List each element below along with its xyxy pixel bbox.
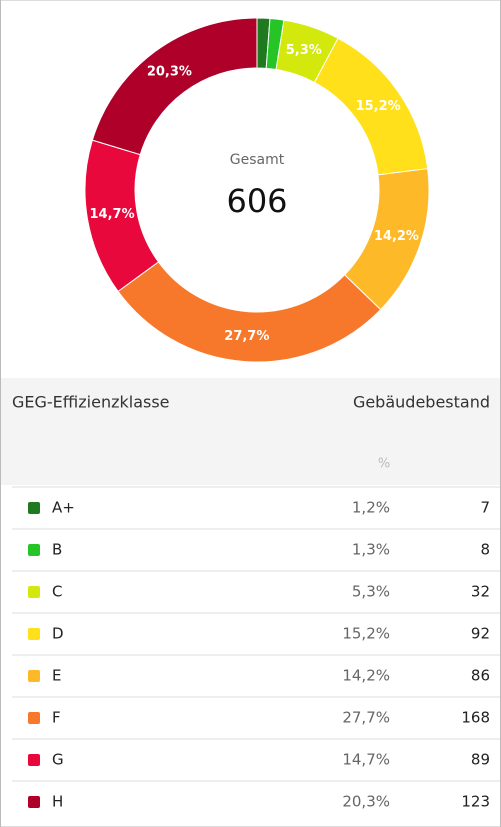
legend-swatch bbox=[28, 796, 40, 808]
legend-swatch bbox=[28, 502, 40, 514]
percent-cell: 14,2% bbox=[342, 667, 390, 685]
percent-cell: 5,3% bbox=[352, 583, 390, 601]
count-cell: 168 bbox=[461, 709, 490, 727]
category-cell: C bbox=[52, 583, 62, 601]
category-cell: G bbox=[52, 751, 64, 769]
category-cell: H bbox=[52, 793, 63, 811]
table-unit: % bbox=[378, 457, 390, 472]
category-cell: E bbox=[52, 667, 61, 685]
center-title: Gesamt bbox=[230, 152, 285, 168]
count-cell: 86 bbox=[471, 667, 490, 685]
legend-swatch bbox=[28, 712, 40, 724]
count-cell: 92 bbox=[471, 625, 490, 643]
percent-cell: 27,7% bbox=[342, 709, 390, 727]
count-cell: 7 bbox=[480, 499, 490, 517]
slice-label: 20,3% bbox=[147, 64, 192, 79]
legend-swatch bbox=[28, 628, 40, 640]
count-cell: 89 bbox=[471, 751, 490, 769]
percent-cell: 20,3% bbox=[342, 793, 390, 811]
table-header-bg bbox=[1, 378, 500, 485]
donut-slice bbox=[91, 17, 258, 156]
slice-label: 14,2% bbox=[374, 229, 419, 244]
category-cell: A+ bbox=[52, 499, 75, 517]
legend-swatch bbox=[28, 544, 40, 556]
center-value: 606 bbox=[226, 182, 287, 220]
percent-cell: 1,2% bbox=[352, 499, 390, 517]
percent-cell: 14,7% bbox=[342, 751, 390, 769]
legend-swatch bbox=[28, 670, 40, 682]
count-cell: 123 bbox=[461, 793, 490, 811]
category-cell: B bbox=[52, 541, 62, 559]
count-cell: 32 bbox=[471, 583, 490, 601]
table-header: Gebäudebestand bbox=[353, 393, 490, 412]
table-header: GEG-Effizienzklasse bbox=[12, 393, 170, 412]
slice-label: 15,2% bbox=[356, 99, 401, 114]
category-cell: D bbox=[52, 625, 64, 643]
legend-swatch bbox=[28, 586, 40, 598]
category-cell: F bbox=[52, 709, 61, 727]
slice-label: 5,3% bbox=[286, 43, 322, 58]
slice-label: 14,7% bbox=[90, 207, 135, 222]
percent-cell: 1,3% bbox=[352, 541, 390, 559]
percent-cell: 15,2% bbox=[342, 625, 390, 643]
count-cell: 8 bbox=[480, 541, 490, 559]
slice-label: 27,7% bbox=[224, 329, 269, 344]
legend-swatch bbox=[28, 754, 40, 766]
